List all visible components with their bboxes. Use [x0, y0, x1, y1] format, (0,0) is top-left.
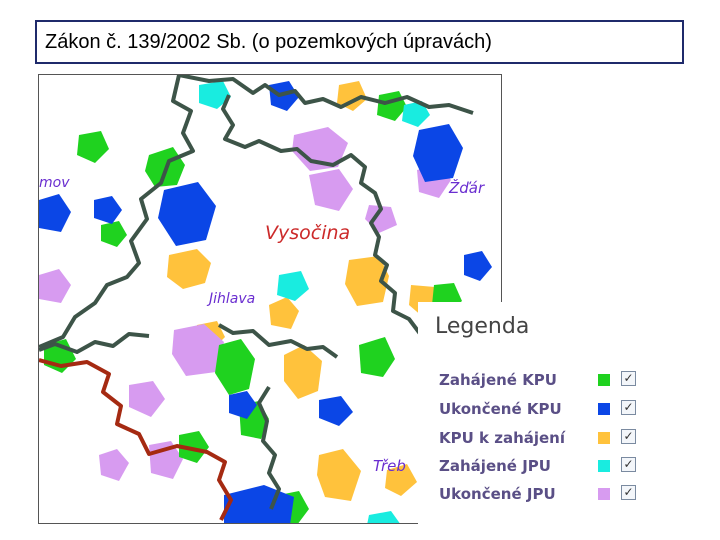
slide-title: Zákon č. 139/2002 Sb. (o pozemkových úpr… — [45, 31, 492, 53]
legend-item-ukoncene-kpu[interactable]: Ukončené KPU ✓ — [418, 398, 648, 420]
patches-blue — [39, 81, 492, 523]
legend-item-ukoncene-jpu[interactable]: Ukončené JPU ✓ — [418, 483, 648, 505]
legend-item-zahajene-kpu[interactable]: Zahájené KPU ✓ — [418, 369, 648, 391]
legend-swatch — [598, 432, 610, 444]
label-town-treb: Třeb — [373, 457, 406, 475]
layer-checkbox[interactable]: ✓ — [621, 429, 636, 444]
label-town-jihlava: Jihlava — [206, 291, 255, 307]
label-town-zdar: Žďár — [448, 178, 485, 197]
map-canvas: mov Žďár Vysočina Jihlava Třeb — [39, 75, 492, 523]
legend-item-label: Zahájené KPU — [439, 371, 557, 389]
legend-swatch — [598, 488, 610, 500]
legend-item-label: Ukončené JPU — [439, 485, 556, 503]
legend-item-kpu-k-zahajeni[interactable]: KPU k zahájení ✓ — [418, 427, 648, 449]
legend-title: Legenda — [435, 314, 530, 339]
title-box: Zákon č. 139/2002 Sb. (o pozemkových úpr… — [35, 20, 684, 64]
layer-checkbox[interactable]: ✓ — [621, 400, 636, 415]
map-frame[interactable]: mov Žďár Vysočina Jihlava Třeb — [38, 74, 502, 524]
layer-checkbox[interactable]: ✓ — [621, 485, 636, 500]
legend-item-label: Zahájené JPU — [439, 457, 551, 475]
patches-violet — [39, 127, 462, 481]
legend-swatch — [598, 374, 610, 386]
label-region-vysocina: Vysočina — [265, 222, 350, 244]
patches-cyan — [199, 81, 430, 523]
state-border-line — [39, 358, 233, 521]
legend-item-zahajene-jpu[interactable]: Zahájené JPU ✓ — [418, 455, 648, 477]
legend-swatch — [598, 460, 610, 472]
label-town-mov: mov — [39, 175, 70, 191]
layer-checkbox[interactable]: ✓ — [621, 371, 636, 386]
map-place-labels: mov Žďár Vysočina Jihlava Třeb — [39, 175, 485, 475]
map-legend: Legenda Zahájené KPU ✓ Ukončené KPU ✓ KP… — [418, 302, 648, 524]
region-border-lines — [39, 75, 474, 510]
legend-swatch — [598, 403, 610, 415]
layer-checkbox[interactable]: ✓ — [621, 457, 636, 472]
legend-item-label: Ukončené KPU — [439, 400, 562, 418]
legend-item-label: KPU k zahájení — [439, 429, 566, 447]
